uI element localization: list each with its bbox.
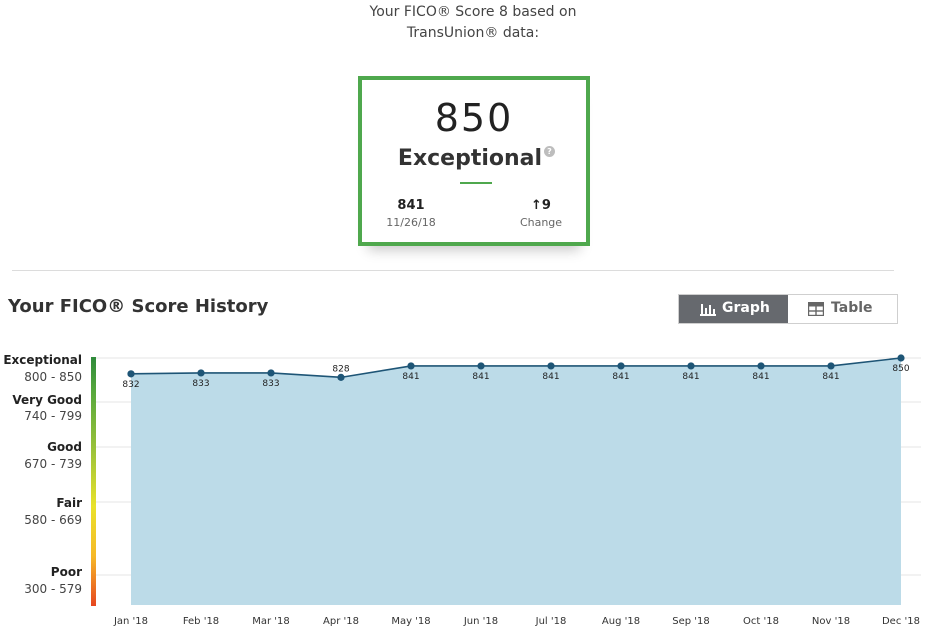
x-tick-label: Sep '18 bbox=[672, 616, 710, 627]
data-point bbox=[617, 362, 625, 370]
data-point bbox=[127, 370, 135, 378]
data-label: 841 bbox=[682, 372, 699, 382]
data-label: 841 bbox=[402, 372, 419, 382]
score-heading-line2: TransUnion® data: bbox=[406, 25, 540, 41]
data-label: 841 bbox=[822, 372, 839, 382]
table-view-label: Table bbox=[831, 300, 873, 316]
section-divider bbox=[12, 270, 894, 271]
bar-chart-icon bbox=[700, 304, 716, 316]
data-point bbox=[827, 362, 835, 370]
band-range-exceptional: 800 - 850 bbox=[24, 370, 82, 384]
x-tick-label: Dec '18 bbox=[882, 616, 920, 627]
x-tick-label: Jun '18 bbox=[463, 616, 498, 627]
score-rating: Exceptional bbox=[397, 146, 543, 171]
score-change: ↑9 bbox=[531, 198, 551, 213]
data-point bbox=[197, 369, 205, 377]
table-icon bbox=[808, 302, 824, 316]
graph-view-button[interactable]: Graph bbox=[679, 295, 788, 323]
score-line bbox=[130, 357, 902, 379]
data-label: 850 bbox=[892, 364, 909, 374]
score-card: 850 Exceptional ? 841 11/26/18 ↑9 Change bbox=[358, 76, 590, 246]
band-range-good: 670 - 739 bbox=[24, 457, 82, 471]
band-range-poor: 300 - 579 bbox=[24, 582, 82, 596]
help-icon[interactable]: ? bbox=[544, 146, 555, 157]
x-tick-label: Apr '18 bbox=[323, 616, 359, 627]
score-color-scale bbox=[91, 357, 96, 606]
score-change-label: Change bbox=[519, 216, 563, 229]
band-name-exceptional: Exceptional bbox=[3, 353, 82, 367]
data-point bbox=[267, 369, 275, 377]
data-label: 828 bbox=[332, 364, 349, 374]
x-tick-label: Jul '18 bbox=[535, 616, 567, 627]
data-point bbox=[547, 362, 555, 370]
data-point bbox=[687, 362, 695, 370]
data-label: 833 bbox=[192, 379, 209, 389]
x-tick-label: Nov '18 bbox=[812, 616, 850, 627]
data-point bbox=[897, 354, 905, 362]
data-point bbox=[757, 362, 765, 370]
x-tick-label: Oct '18 bbox=[743, 616, 779, 627]
x-tick-label: Mar '18 bbox=[252, 616, 290, 627]
x-tick-label: May '18 bbox=[391, 616, 430, 627]
current-score: 850 bbox=[434, 96, 514, 140]
data-point bbox=[407, 362, 415, 370]
score-heading-line1: Your FICO® Score 8 based on bbox=[369, 4, 577, 20]
view-toggle: Graph Table bbox=[678, 294, 898, 324]
band-range-very-good: 740 - 799 bbox=[24, 409, 82, 423]
graph-view-label: Graph bbox=[722, 300, 770, 316]
x-tick-label: Aug '18 bbox=[602, 616, 640, 627]
history-title: Your FICO® Score History bbox=[8, 296, 269, 317]
score-heading: Your FICO® Score 8 based on TransUnion® … bbox=[0, 2, 931, 44]
data-label: 841 bbox=[752, 372, 769, 382]
band-name-good: Good bbox=[47, 440, 82, 454]
data-label: 841 bbox=[612, 372, 629, 382]
x-tick-label: Jan '18 bbox=[113, 616, 148, 627]
rating-underline bbox=[460, 182, 492, 184]
band-name-poor: Poor bbox=[50, 565, 82, 579]
table-view-button[interactable]: Table bbox=[788, 295, 897, 323]
band-range-fair: 580 - 669 bbox=[24, 513, 82, 527]
band-name-very-good: Very Good bbox=[12, 393, 82, 407]
previous-score-date: 11/26/18 bbox=[386, 216, 436, 229]
score-area bbox=[131, 358, 901, 605]
previous-score: 841 bbox=[397, 198, 425, 213]
band-name-fair: Fair bbox=[56, 496, 82, 510]
data-label: 841 bbox=[542, 372, 559, 382]
data-label: 832 bbox=[122, 380, 139, 390]
data-label: 833 bbox=[262, 379, 279, 389]
data-point bbox=[337, 373, 345, 381]
data-label: 841 bbox=[472, 372, 489, 382]
data-point bbox=[477, 362, 485, 370]
x-tick-label: Feb '18 bbox=[183, 616, 219, 627]
